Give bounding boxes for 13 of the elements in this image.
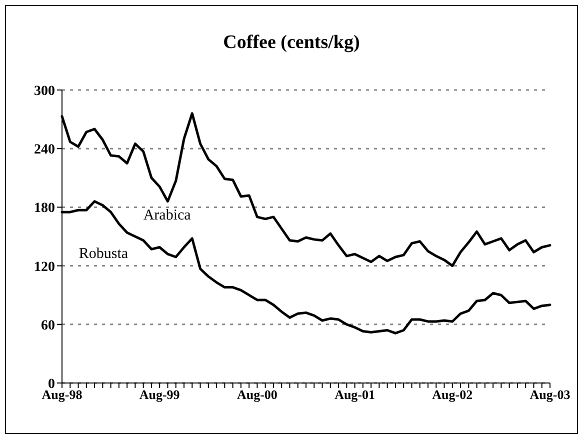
series-label: Arabica [143,208,192,224]
x-tick-label: Aug-99 [139,387,180,402]
x-tick-label: Aug-01 [334,387,376,402]
chart-title: Coffee (cents/kg) [222,32,361,54]
x-tick-label: Aug-00 [236,387,278,402]
x-tick-label: Aug-02 [432,387,473,402]
y-tick-label: 300 [34,84,55,99]
x-tick-label: Aug-03 [530,387,571,402]
y-tick-label: 180 [34,201,55,216]
y-tick-label: 120 [34,260,55,275]
series-label: Robusta [78,246,128,262]
y-tick-label: 60 [41,318,55,334]
y-tick-label: 240 [34,142,55,158]
